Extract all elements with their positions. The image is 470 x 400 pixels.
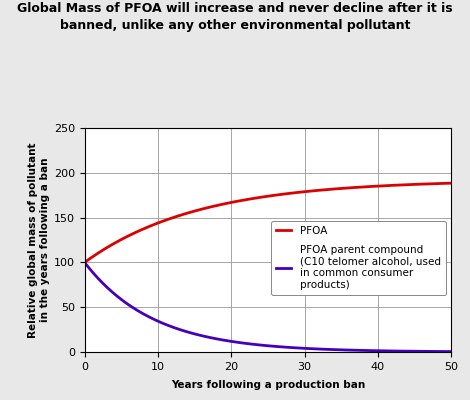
Y-axis label: Relative global mass of pollutant
in the years following a ban: Relative global mass of pollutant in the… [28, 142, 50, 338]
Text: Years following a production ban: Years following a production ban [171, 380, 365, 390]
Text: Global Mass of PFOA will increase and never decline after it is
banned, unlike a: Global Mass of PFOA will increase and ne… [17, 2, 453, 32]
Legend: PFOA, PFOA parent compound
(C10 telomer alcohol, used
in common consumer
product: PFOA, PFOA parent compound (C10 telomer … [271, 221, 446, 295]
